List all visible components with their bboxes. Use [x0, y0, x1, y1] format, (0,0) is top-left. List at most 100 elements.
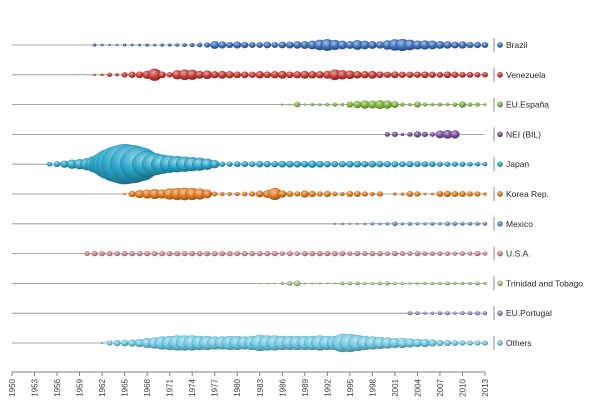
bubble-japan-1980 [233, 161, 241, 168]
bubble-japan-2010 [459, 161, 466, 167]
x-tick-label: 1986 [278, 378, 287, 396]
x-tick-label: 1998 [368, 378, 377, 396]
bubble-eu-espa-a-2011 [467, 102, 473, 107]
bubble-u-s-a-1966 [129, 250, 136, 257]
bubble-brazil-2009 [451, 41, 459, 49]
bubble-venezuela-1996 [353, 71, 362, 79]
bubble-brazil-1978 [218, 41, 227, 49]
bubble-venezuela-1963 [107, 72, 113, 77]
bubble-brazil-1977 [210, 41, 220, 49]
bubble-trinidad-and-tobago-1984 [266, 282, 269, 285]
bubble-korea-rep-1980 [234, 191, 240, 197]
bubble-korea-rep-2011 [466, 191, 474, 197]
bubble-mexico-2011 [467, 221, 473, 226]
bubble-eu-espa-a-1994 [340, 102, 345, 107]
bubble-japan-2009 [451, 161, 458, 167]
legend-label-nei-bil: NEI (BIL) [506, 129, 541, 139]
bubble-brazil-1962 [100, 43, 104, 47]
bubble-others-1962 [100, 341, 104, 345]
bubble-japan-1981 [241, 161, 249, 168]
bubble-eu-espa-a-1992 [325, 102, 330, 107]
legend-label-trinidad-and-tobago: Trinidad and Tobago [506, 278, 583, 288]
bubble-eu-portugal-2003 [407, 311, 413, 316]
legend-label-others: Others [506, 338, 532, 348]
bubble-trinidad-and-tobago-1997 [362, 281, 367, 286]
bubble-venezuela-1962 [100, 73, 104, 77]
legend-marker-trinidad-and-tobago [497, 280, 503, 287]
bubble-korea-rep-1991 [316, 191, 323, 197]
bubble-u-s-a-1961 [91, 250, 98, 257]
bubble-u-s-a-2002 [399, 251, 406, 257]
bubble-korea-rep-1965 [123, 192, 126, 196]
bubble-eu-portugal-2006 [430, 311, 435, 315]
bubble-trinidad-and-tobago-2001 [393, 281, 397, 286]
x-tick-label: 2004 [413, 378, 422, 396]
bubble-trinidad-and-tobago-1987 [287, 281, 293, 286]
bubble-brazil-1980 [233, 41, 242, 49]
bubble-u-s-a-1987 [286, 250, 293, 257]
bubble-u-s-a-2004 [414, 250, 421, 257]
bubble-u-s-a-1979 [226, 250, 233, 257]
bubble-others-2012 [474, 340, 481, 346]
bubble-trinidad-and-tobago-2007 [438, 281, 442, 286]
bubble-korea-rep-2006 [430, 192, 434, 196]
bubble-venezuela-2000 [383, 71, 391, 78]
bubble-korea-rep-1996 [353, 191, 361, 197]
bubble-eu-espa-a-2008 [445, 102, 450, 107]
bubble-others-2011 [466, 340, 474, 346]
bubble-eu-espa-a-2000 [382, 100, 393, 109]
bubble-trinidad-and-tobago-1983 [258, 282, 261, 285]
bubble-eu-portugal-2010 [460, 311, 465, 316]
bubble-eu-espa-a-2009 [452, 102, 458, 107]
bubble-brazil-1961 [92, 43, 97, 47]
bubble-eu-espa-a-2007 [437, 102, 443, 107]
bubble-brazil-1965 [122, 43, 127, 47]
bubble-japan-1999 [376, 161, 384, 168]
bubble-korea-rep-1979 [227, 192, 232, 196]
bubble-korea-rep-2002 [400, 192, 405, 196]
bubble-u-s-a-1988 [294, 251, 301, 257]
bubble-mexico-1996 [356, 222, 359, 225]
bubble-others-2007 [436, 339, 444, 347]
bubble-u-s-a-1965 [121, 250, 128, 257]
bubble-venezuela-1989 [300, 70, 310, 79]
bubble-u-s-a-1974 [189, 250, 196, 257]
legend-marker-venezuela [497, 72, 503, 78]
bubble-korea-rep-2008 [443, 190, 452, 198]
bubble-mexico-2000 [385, 222, 390, 226]
bubble-korea-rep-1986 [278, 190, 287, 198]
bubble-u-s-a-1995 [347, 251, 353, 256]
bubble-mexico-2012 [475, 221, 480, 226]
bubble-venezuela-1982 [248, 71, 256, 78]
bubble-venezuela-2013 [481, 72, 489, 78]
bubble-japan-1956 [53, 161, 61, 168]
series-nei-bil [384, 130, 460, 139]
bubble-eu-portugal-2007 [437, 311, 443, 316]
bubble-brazil-1967 [138, 43, 142, 47]
bubble-korea-rep-2010 [459, 191, 466, 197]
bubble-nei-bil-2006 [429, 132, 436, 137]
bubble-eu-espa-a-1987 [288, 103, 291, 106]
bubble-trinidad-and-tobago-2010 [460, 281, 465, 286]
bubble-brazil-1979 [226, 41, 234, 49]
bubble-japan-2006 [429, 161, 436, 168]
bubble-venezuela-1990 [308, 71, 317, 79]
bubble-u-s-a-1991 [316, 250, 323, 257]
bubble-japan-1994 [338, 161, 346, 168]
bubble-trinidad-and-tobago-1995 [347, 281, 353, 286]
legend-label-eu-portugal: EU.Portugal [506, 308, 552, 318]
bubble-mexico-2005 [423, 222, 427, 226]
bubble-korea-rep-1990 [308, 190, 316, 198]
bubble-u-s-a-1992 [324, 250, 331, 257]
x-tick-label: 1995 [346, 378, 355, 396]
bubble-venezuela-2002 [398, 71, 407, 78]
bubble-u-s-a-2011 [467, 251, 473, 256]
bubble-japan-2007 [436, 161, 443, 167]
bubble-u-s-a-1972 [174, 250, 181, 257]
bubble-eu-espa-a-2012 [475, 102, 480, 107]
bubble-japan-1990 [308, 160, 317, 168]
legend-label-u-s-a: U.S.A. [506, 249, 531, 259]
bubble-japan-1978 [219, 161, 226, 167]
bubble-u-s-a-1969 [151, 250, 158, 257]
